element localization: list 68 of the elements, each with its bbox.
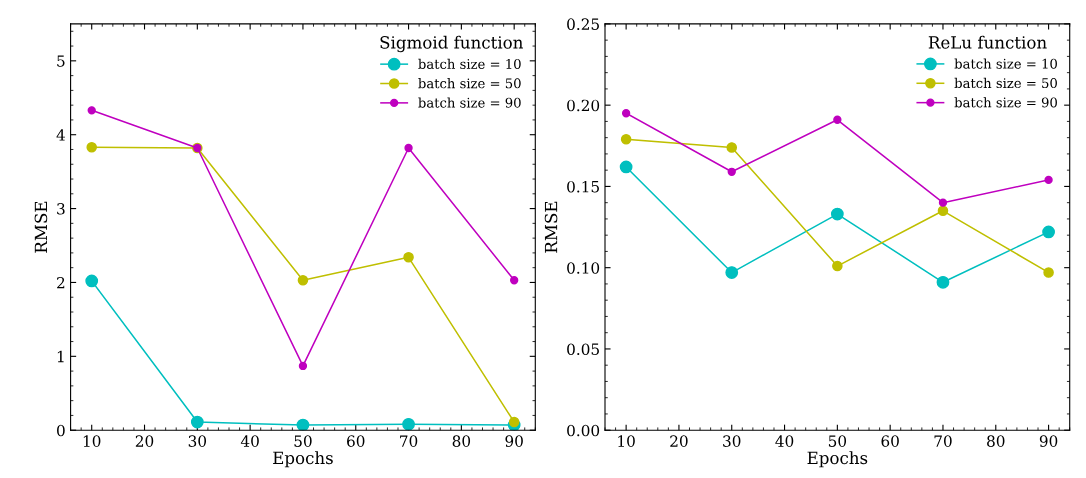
x-tick-label: 10 (618, 435, 635, 447)
legend-label: batch size = 10 (954, 58, 1057, 69)
y-tick-label: 0.00 (567, 424, 600, 437)
x-tick-label: 80 (987, 435, 1005, 447)
legend-label: batch size = 50 (954, 77, 1057, 89)
point (403, 252, 414, 263)
x-tick-label: 10 (83, 435, 101, 447)
y-tick-label: 0.05 (567, 343, 599, 355)
point (833, 115, 842, 124)
y-tick-label: 0 (57, 424, 65, 437)
point (832, 260, 843, 272)
legend-label: batch size = 10 (418, 58, 521, 69)
x-tick-label: 90 (1039, 435, 1058, 447)
y-tick-label: 5 (57, 55, 65, 67)
legend-label: batch size = 90 (418, 97, 521, 108)
point (1043, 267, 1054, 278)
point (937, 205, 949, 217)
y-axis-title: RMSE (34, 201, 48, 253)
point (1042, 225, 1055, 239)
point (1044, 175, 1053, 185)
point (296, 418, 310, 431)
point (620, 134, 632, 145)
legend-label: batch size = 90 (954, 97, 1057, 108)
point (402, 417, 415, 431)
point (298, 361, 308, 371)
y-tick-label: 2 (57, 276, 65, 289)
y-tick-label: 0.20 (567, 99, 600, 112)
x-tick-label: 70 (400, 435, 418, 447)
point (725, 266, 739, 279)
x-tick-label: 90 (505, 435, 523, 447)
x-tick-label: 40 (775, 435, 794, 447)
point (726, 142, 738, 153)
legend-title: Sigmoid function (380, 35, 523, 53)
legend-title: ReLu function (928, 35, 1047, 49)
point (190, 415, 204, 429)
legend-label: batch size = 50 (418, 78, 521, 89)
point (510, 276, 519, 285)
y-tick-label: 1 (57, 350, 64, 363)
point (87, 106, 96, 115)
x-axis-title: Epochs (807, 451, 868, 468)
x-tick-label: 50 (294, 435, 312, 447)
y-tick-label: 3 (57, 203, 65, 215)
point (85, 274, 99, 288)
x-tick-label: 80 (452, 435, 471, 447)
x-tick-label: 60 (347, 435, 365, 447)
x-tick-label: 30 (723, 435, 741, 447)
x-axis-title: Epochs (273, 451, 333, 468)
point (86, 141, 97, 153)
y-tick-label: 0.25 (567, 18, 599, 30)
point (727, 167, 736, 176)
x-tick-label: 30 (188, 435, 207, 447)
x-tick-label: 70 (934, 435, 952, 447)
point (621, 109, 631, 118)
point (297, 274, 309, 286)
point (938, 198, 948, 207)
point (619, 160, 633, 174)
y-axis-title: RMSE (544, 201, 558, 253)
y-tick-label: 0.10 (567, 262, 600, 274)
x-tick-label: 20 (670, 435, 688, 447)
x-tick-label: 20 (135, 435, 154, 447)
y-tick-label: 4 (56, 129, 65, 141)
x-tick-label: 40 (240, 435, 259, 447)
point (830, 207, 844, 221)
x-tick-label: 50 (828, 435, 847, 447)
x-tick-label: 60 (881, 435, 899, 447)
y-tick-label: 0.15 (567, 180, 599, 193)
point (404, 143, 413, 153)
point (936, 275, 950, 289)
